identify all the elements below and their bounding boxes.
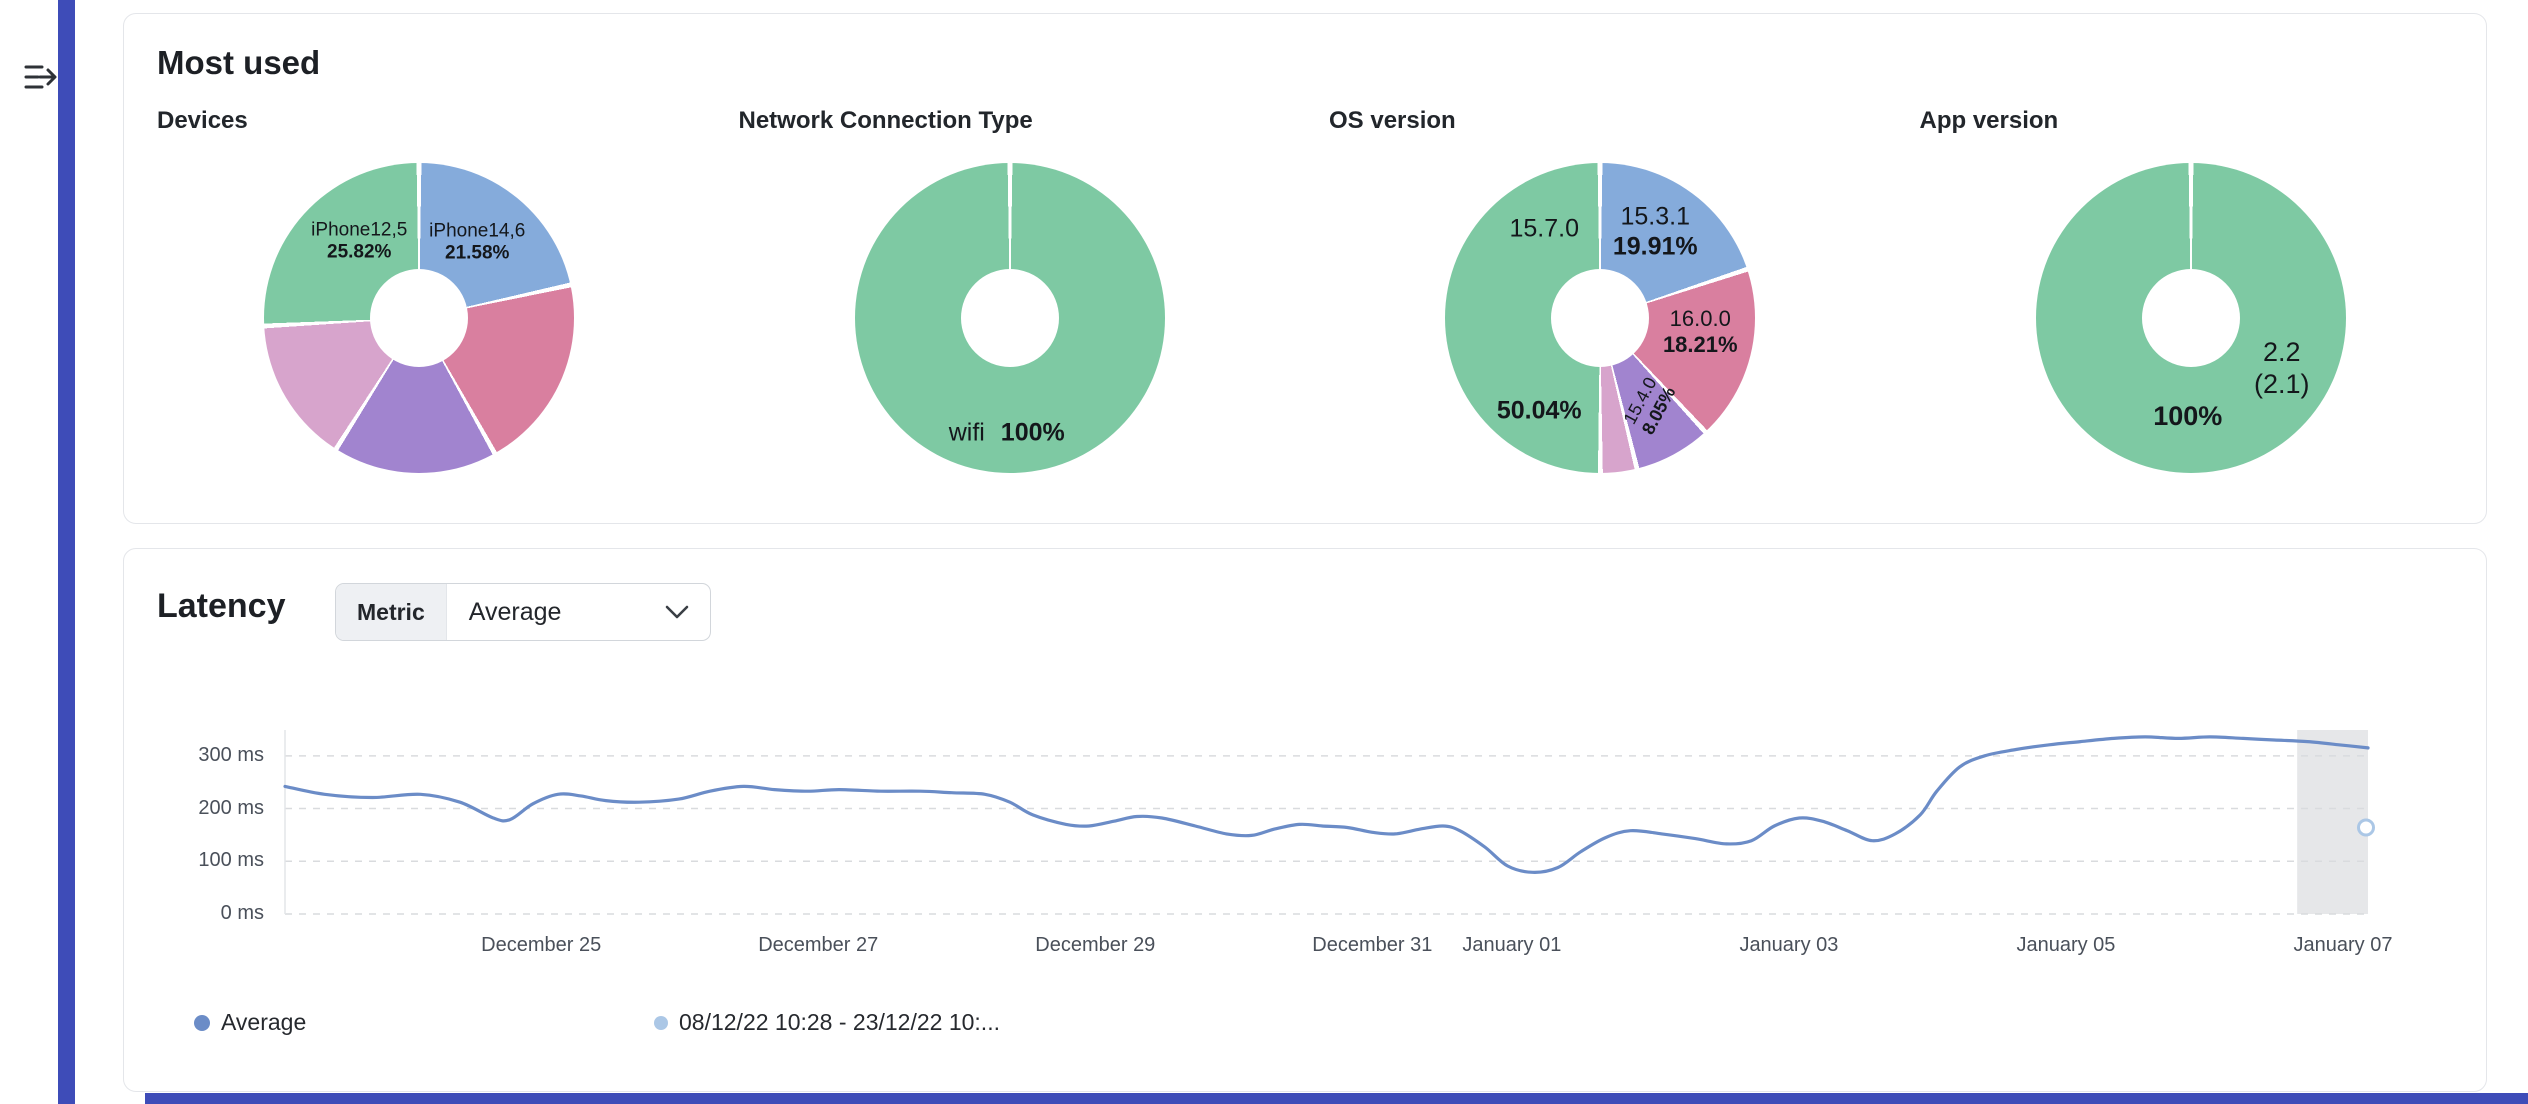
legend-dot-comparison xyxy=(654,1015,668,1030)
devices-donut-hole xyxy=(370,269,469,367)
y-axis-label: 100 ms xyxy=(198,849,264,872)
legend-item-comparison-period[interactable]: 08/12/22 10:28 - 23/12/22 10:... xyxy=(654,1009,1000,1036)
network-donut-chart[interactable]: wifi 100% xyxy=(854,163,1165,473)
y-axis-label: 200 ms xyxy=(198,796,264,819)
most-used-card: Most used Devices iPhone14,6 21.58% iPho… xyxy=(123,13,2487,524)
average-line xyxy=(283,735,2370,874)
sidebar-rail xyxy=(58,0,75,1104)
metric-dropdown-label: Metric xyxy=(336,584,447,640)
most-used-title: Most used xyxy=(157,44,321,81)
network-donut-hole xyxy=(960,269,1059,367)
slice-name: 16.0.0 xyxy=(1669,306,1731,332)
x-axis-label: January 05 xyxy=(2016,934,2116,956)
devices-slice-label-iphone12: iPhone12,5 25.82% xyxy=(311,220,407,265)
devices-slice-label-iphone14: iPhone14,6 21.58% xyxy=(429,221,525,266)
x-axis-label: December 29 xyxy=(1035,934,1156,956)
devices-chart-title: Devices xyxy=(157,107,248,134)
app-version-donut-hole xyxy=(2141,269,2240,367)
os-slice-label-1570-name: 15.7.0 xyxy=(1509,214,1579,244)
app-slice-label-version: 2.2 (2.1) xyxy=(2254,337,2310,401)
os-slice-label-1570-pct: 50.04% xyxy=(1496,396,1582,425)
app-version-chart-title: App version xyxy=(1919,107,2059,134)
devices-donut-chart[interactable]: iPhone14,6 21.58% iPhone12,5 25.82% xyxy=(264,163,575,473)
y-axis-label: 0 ms xyxy=(220,902,264,924)
latency-title: Latency xyxy=(157,587,286,625)
legend-label-comparison: 08/12/22 10:28 - 23/12/22 10:... xyxy=(679,1009,1000,1035)
app-version-donut-chart[interactable]: 2.2 (2.1) 100% xyxy=(2035,163,2346,473)
os-slice-label-1600: 16.0.0 18.21% xyxy=(1663,306,1738,358)
slice-name-secondary: (2.1) xyxy=(2253,369,2310,399)
network-chart-title: Network Connection Type xyxy=(738,107,1033,134)
os-slice-label-1531: 15.3.1 19.91% xyxy=(1613,203,1698,262)
slice-name: 2.2 xyxy=(2262,337,2301,368)
network-slice-label-wifi: wifi 100% xyxy=(949,418,1065,448)
legend-label-average: Average xyxy=(221,1009,307,1035)
metric-dropdown-value: Average xyxy=(468,597,562,626)
os-version-donut-chart[interactable]: 15.3.1 19.91% 16.0.0 18.21% 15.4.0 8.05%… xyxy=(1445,163,1756,473)
metric-dropdown[interactable]: Metric Average xyxy=(335,583,711,641)
slice-name: 15.7.0 xyxy=(1509,214,1580,243)
slice-pct: 21.58% xyxy=(445,243,510,264)
app-slice-label-pct: 100% xyxy=(2153,401,2223,432)
latency-card: Latency Metric Average Average 08/12/22 … xyxy=(123,548,2487,1092)
slice-pct: 100% xyxy=(1000,418,1065,447)
expand-sidebar-icon xyxy=(24,65,57,88)
y-axis-label: 300 ms xyxy=(198,743,264,766)
os-version-chart-cell: OS version 15.3.1 19.91% 16.0.0 18.21% 1… xyxy=(1305,99,1896,525)
highlight-band xyxy=(2297,730,2368,914)
comparison-point-marker xyxy=(2357,818,2375,837)
slice-name: iPhone12,5 xyxy=(311,219,408,241)
x-axis-label: December 27 xyxy=(758,934,879,956)
chevron-down-icon xyxy=(665,605,689,619)
x-axis-label: January 07 xyxy=(2293,934,2393,956)
slice-pct: 18.21% xyxy=(1662,332,1738,357)
bottom-bar xyxy=(145,1093,2528,1104)
os-version-chart-title: OS version xyxy=(1329,107,1456,134)
slice-name: 15.3.1 xyxy=(1620,202,1691,231)
x-axis-label: January 03 xyxy=(1739,934,1839,956)
app-version-chart-cell: App version 2.2 (2.1) 100% xyxy=(1896,99,2487,525)
slice-name: wifi xyxy=(948,418,985,447)
most-used-chart-row: Devices iPhone14,6 21.58% iPhone12,5 25.… xyxy=(124,99,2486,525)
slice-name: iPhone14,6 xyxy=(429,220,526,242)
slice-pct: 19.91% xyxy=(1612,232,1698,260)
network-chart-cell: Network Connection Type wifi 100% xyxy=(715,99,1306,525)
x-axis-label: December 31 xyxy=(1312,934,1433,956)
x-axis-label: January 01 xyxy=(1462,934,1562,956)
legend-item-average[interactable]: Average xyxy=(194,1009,306,1036)
devices-chart-cell: Devices iPhone14,6 21.58% iPhone12,5 25.… xyxy=(124,99,715,525)
legend-dot-average xyxy=(194,1014,210,1031)
latency-line-chart[interactable] xyxy=(283,730,2375,915)
slice-pct: 25.82% xyxy=(327,242,392,263)
x-axis-label: December 25 xyxy=(481,934,602,956)
expand-sidebar-button[interactable] xyxy=(14,52,66,104)
os-version-donut-hole xyxy=(1551,269,1650,367)
